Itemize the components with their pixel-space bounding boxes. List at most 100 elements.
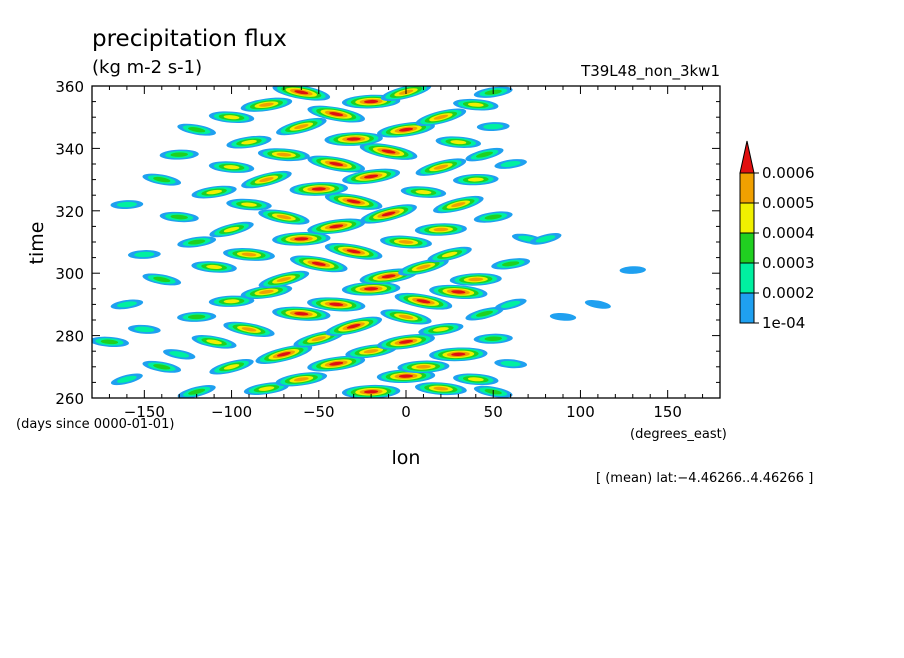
precip-band-level-3 [188, 127, 206, 133]
precip-band-level-6 [364, 390, 379, 394]
precip-band-level-3 [170, 152, 188, 157]
precip-band-level-4 [223, 115, 240, 120]
chart-title: precipitation flux [92, 26, 287, 52]
precip-feature [110, 373, 143, 386]
precip-feature [209, 359, 254, 375]
precip-band-level-2 [117, 375, 137, 383]
precip-feature [465, 147, 504, 162]
precip-feature [549, 312, 577, 321]
precip-feature [110, 200, 144, 209]
colorbar-label: 0.0005 [762, 194, 815, 212]
precip-band-level-5 [398, 240, 414, 244]
precip-feature [276, 117, 327, 136]
y-units-label: (days since 0000-01-01) [16, 417, 174, 432]
precip-feature [584, 300, 611, 309]
precip-feature [453, 373, 499, 386]
precip-band-level-4 [467, 377, 484, 382]
precip-band-level-4 [223, 165, 240, 170]
precip-feature [359, 143, 418, 160]
colorbar-label: 0.0004 [762, 224, 815, 242]
precip-feature [418, 322, 464, 336]
precip-band-level-3 [502, 261, 520, 267]
precip-band-level-2 [483, 123, 504, 130]
precip-feature [341, 281, 401, 296]
precip-band-level-5 [311, 336, 326, 342]
precip-feature [177, 311, 217, 322]
precip-band-level-6 [294, 90, 309, 95]
precip-band-level-3 [484, 336, 502, 341]
precip-band-level-6 [416, 299, 431, 304]
precip-band-level-6 [311, 261, 326, 266]
precip-feature [208, 111, 255, 124]
precip-band-level-6 [451, 290, 466, 294]
precip-feature [243, 382, 290, 396]
precip-band-level-2 [116, 201, 137, 208]
precip-band-level-2 [134, 326, 155, 333]
precip-band-level-5 [416, 264, 431, 270]
y-tick-label: 260 [55, 390, 84, 408]
precip-band-level-6 [346, 249, 361, 254]
precip-feature [226, 198, 272, 211]
precip-band-level-5 [276, 214, 292, 220]
precip-feature [494, 298, 527, 311]
x-tick-label: 100 [566, 403, 595, 421]
y-tick-label: 280 [55, 328, 84, 346]
x-tick-label: 150 [653, 403, 682, 421]
precip-band-level-2 [134, 251, 155, 258]
precip-feature [208, 295, 255, 307]
precip-feature [429, 347, 488, 362]
precip-feature [415, 108, 467, 126]
precip-feature [360, 204, 417, 224]
precip-feature [619, 266, 646, 274]
precip-feature [159, 149, 199, 160]
precip-band-level-4 [223, 226, 240, 233]
precip-feature [453, 98, 499, 111]
precip-band-level-6 [294, 312, 309, 316]
precip-feature [414, 223, 467, 236]
run-label: T39L48_non_3kw1 [580, 62, 720, 81]
precip-feature [494, 159, 527, 169]
precip-feature [177, 384, 216, 398]
precip-band-level-3 [170, 214, 188, 220]
precip-band-level-2 [500, 360, 521, 367]
precip-band-level-6 [346, 199, 361, 204]
precip-feature [473, 333, 513, 344]
precip-feature [289, 182, 348, 196]
x-units-label: (degrees_east) [630, 427, 727, 442]
colorbar-label: 0.0003 [762, 254, 815, 272]
x-tick-label: 50 [484, 403, 503, 421]
precip-band-level-6 [329, 361, 344, 366]
x-tick-label: −150 [124, 403, 165, 421]
precip-band-level-3 [153, 276, 171, 283]
precip-feature [226, 135, 272, 149]
colorbar-swatch [739, 232, 755, 264]
precip-feature [429, 284, 488, 300]
precip-band-level-6 [311, 187, 326, 191]
precip-feature [289, 255, 348, 273]
x-tick-label: 0 [401, 403, 411, 421]
precip-feature [142, 360, 182, 373]
precip-band-level-5 [363, 349, 379, 354]
precip-feature [307, 355, 366, 372]
precip-feature [400, 186, 447, 198]
precip-feature [465, 306, 504, 321]
precip-feature [414, 382, 467, 396]
precip-band-level-2 [116, 301, 137, 308]
precip-feature [208, 161, 255, 173]
precip-band-level-4 [441, 251, 458, 258]
precip-band-level-2 [169, 351, 190, 358]
precip-band-level-6 [381, 149, 396, 154]
precip-band-level-3 [153, 176, 171, 183]
precip-feature [473, 211, 513, 223]
precip-feature [191, 185, 237, 199]
precip-feature [307, 105, 366, 123]
precip-band-level-6 [329, 224, 344, 229]
precip-band-level-6 [381, 211, 396, 217]
precip-band-level-6 [398, 127, 414, 132]
precip-feature [476, 122, 510, 131]
precip-feature [191, 335, 237, 349]
precip-band-level-5 [276, 152, 292, 157]
precip-feature [307, 297, 366, 312]
precip-band-level-3 [188, 388, 206, 395]
